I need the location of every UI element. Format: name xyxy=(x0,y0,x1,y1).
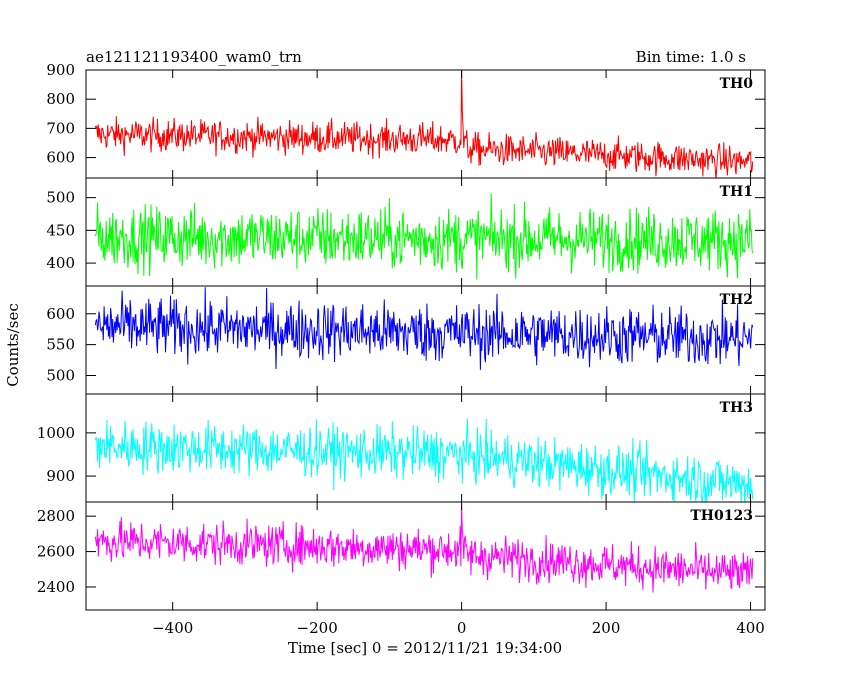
panel-label: TH0 xyxy=(720,76,754,92)
series-th0123 xyxy=(94,505,754,593)
x-tick-label: 200 xyxy=(592,619,621,637)
series-th2 xyxy=(94,287,754,370)
panels-group: 600 700 800 900 TH0 400 450 500 TH1 500 550 600 TH2 9… xyxy=(37,61,766,611)
panel-frame xyxy=(85,177,766,287)
chart-title: ae121121193400_wam0_trn xyxy=(86,48,302,66)
y-tick-label: 800 xyxy=(46,90,75,108)
y-tick-label: 2800 xyxy=(37,507,75,525)
y-tick-label: 1000 xyxy=(37,424,75,442)
x-axis-label: Time [sec] 0 = 2012/11/21 19:34:00 xyxy=(288,639,562,657)
y-axis-label: Counts/sec xyxy=(4,303,22,387)
x-tick-label: −200 xyxy=(297,619,338,637)
y-tick-label: 900 xyxy=(46,61,75,79)
panel-th0: 600 700 800 900 TH0 xyxy=(46,61,766,179)
panel-th0123: 2400 2600 2800 TH0123 xyxy=(37,501,766,611)
x-tick-label: 400 xyxy=(736,619,765,637)
panel-th1: 400 450 500 TH1 xyxy=(46,177,766,287)
y-tick-label: 550 xyxy=(46,336,75,354)
y-tick-label: 900 xyxy=(46,467,75,485)
bin-time-label: Bin time: 1.0 s xyxy=(636,48,746,66)
y-tick-label: 600 xyxy=(46,305,75,323)
y-tick-label: 2600 xyxy=(37,543,75,561)
x-tick-label: −400 xyxy=(152,619,193,637)
series-th3 xyxy=(94,418,754,502)
x-axis: −400 −200 0 200 400 xyxy=(152,619,765,637)
series-th0 xyxy=(94,70,754,178)
panel-label: TH0123 xyxy=(690,508,753,524)
panel-label: TH3 xyxy=(720,400,753,416)
panel-label: TH2 xyxy=(720,292,753,308)
y-tick-label: 600 xyxy=(46,149,75,167)
panel-th3: 900 1000 TH3 xyxy=(37,393,766,503)
x-tick-label: 0 xyxy=(457,619,467,637)
series-th1 xyxy=(94,193,754,280)
panel-label: TH1 xyxy=(720,184,753,200)
panel-frame xyxy=(85,501,766,611)
y-tick-label: 450 xyxy=(46,221,75,239)
y-tick-label: 500 xyxy=(46,189,75,207)
y-tick-label: 700 xyxy=(46,119,75,137)
panel-frame xyxy=(85,69,766,179)
panel-th2: 500 550 600 TH2 xyxy=(46,285,766,395)
y-tick-label: 400 xyxy=(46,254,75,272)
y-tick-label: 500 xyxy=(46,366,75,384)
y-tick-label: 2400 xyxy=(37,578,75,596)
